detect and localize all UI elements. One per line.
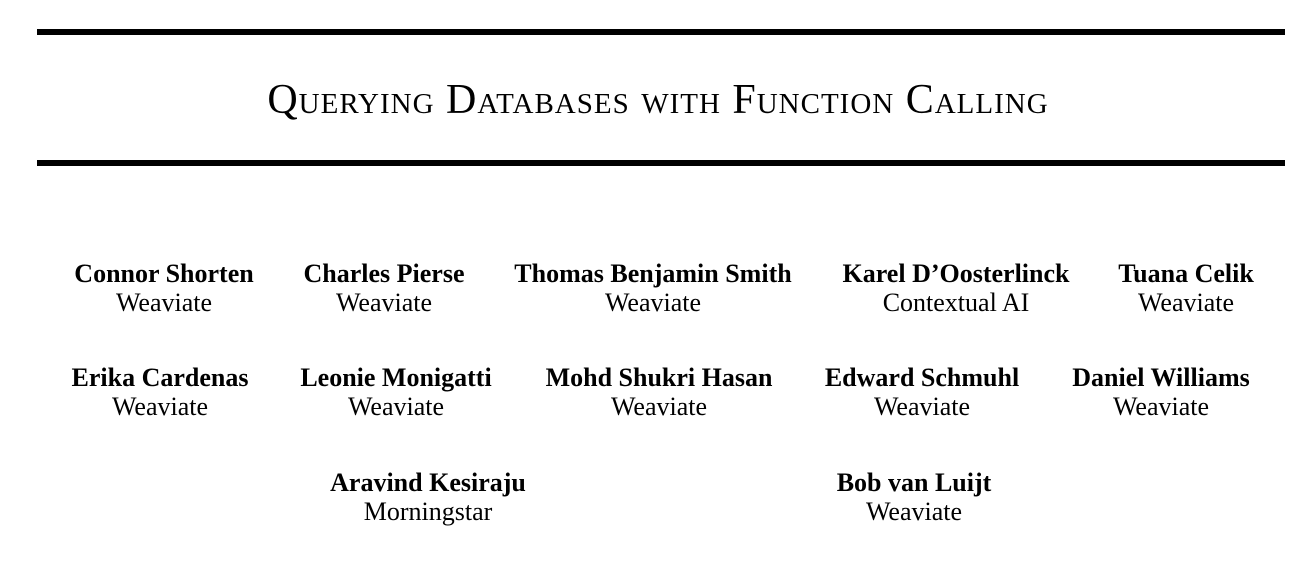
author-block: Erika Cardenas Weaviate: [72, 363, 249, 421]
bottom-rule: [37, 160, 1285, 166]
author-block: Thomas Benjamin Smith Weaviate: [514, 259, 791, 317]
author-block: Connor Shorten Weaviate: [74, 259, 253, 317]
author-block: Daniel Williams Weaviate: [1072, 363, 1249, 421]
author-affiliation: Weaviate: [604, 288, 702, 317]
author-block: Karel D’Oosterlinck Contextual AI: [843, 259, 1070, 317]
author-affiliation: Weaviate: [873, 392, 971, 421]
top-rule: [37, 29, 1285, 35]
paper-title: Querying Databases with Function Calling: [267, 77, 1049, 123]
author-name: Connor Shorten: [74, 259, 254, 288]
author-name: Mohd Shukri Hasan: [545, 363, 773, 392]
author-block: Charles Pierse Weaviate: [303, 259, 464, 317]
author-affiliation: Contextual AI: [882, 288, 1030, 317]
author-affiliation: Weaviate: [347, 392, 445, 421]
author-name: Aravind Kesiraju: [330, 468, 526, 497]
author-block: Mohd Shukri Hasan Weaviate: [546, 363, 773, 421]
author-name: Daniel Williams: [1072, 363, 1250, 392]
author-name: Karel D’Oosterlinck: [842, 259, 1070, 288]
author-block: Tuana Celik Weaviate: [1118, 259, 1254, 317]
author-affiliation: Weaviate: [335, 288, 433, 317]
author-block: Bob van Luijt Weaviate: [837, 468, 992, 526]
author-name: Charles Pierse: [303, 259, 465, 288]
author-affiliation: Weaviate: [1137, 288, 1235, 317]
author-name: Erika Cardenas: [71, 363, 249, 392]
author-affiliation: Weaviate: [610, 392, 708, 421]
author-affiliation: Weaviate: [115, 288, 213, 317]
author-affiliation: Weaviate: [1112, 392, 1210, 421]
author-name: Leonie Monigatti: [300, 363, 492, 392]
author-affiliation: Weaviate: [865, 497, 963, 526]
author-block: Leonie Monigatti Weaviate: [300, 363, 491, 421]
author-block: Edward Schmuhl Weaviate: [825, 363, 1019, 421]
author-affiliation: Morningstar: [363, 497, 493, 526]
author-name: Bob van Luijt: [836, 468, 992, 497]
author-block: Aravind Kesiraju Morningstar: [330, 468, 526, 526]
author-name: Thomas Benjamin Smith: [514, 259, 792, 288]
author-name: Edward Schmuhl: [824, 363, 1020, 392]
author-affiliation: Weaviate: [111, 392, 209, 421]
author-name: Tuana Celik: [1118, 259, 1254, 288]
